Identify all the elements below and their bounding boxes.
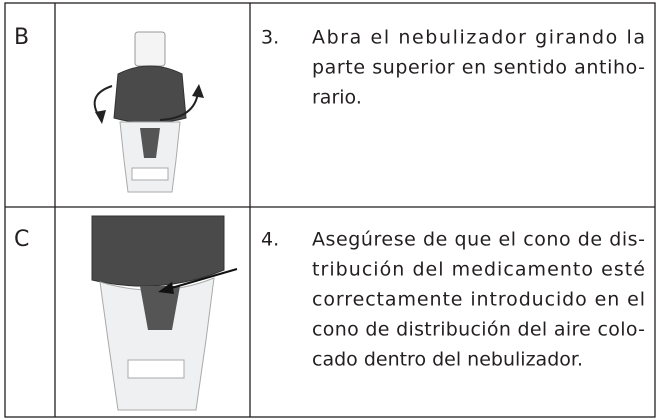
row-label: C <box>14 227 29 252</box>
row-label: B <box>14 25 29 50</box>
table-border <box>4 2 656 418</box>
instruction-line: rario. <box>312 87 362 109</box>
instruction-line: tribución del medicamento esté <box>312 259 645 281</box>
instruction-line: Abra el nebulizador girando la <box>312 27 645 49</box>
nebulizer-open-illustration <box>93 31 204 193</box>
step-number: 4. <box>261 229 279 251</box>
instruction-line: cado dentro del nebulizador. <box>312 349 583 371</box>
step-number: 3. <box>261 27 279 49</box>
nebulizer-cone-illustration <box>91 215 238 411</box>
instruction-line: cono de distribución del aire colo- <box>312 319 645 341</box>
instruction-line: correctamente introducido en el <box>312 289 645 311</box>
instruction-line: Asegúrese de que el cono de dis- <box>312 229 645 251</box>
instruction-line: parte superior en sentido antiho- <box>312 57 645 79</box>
